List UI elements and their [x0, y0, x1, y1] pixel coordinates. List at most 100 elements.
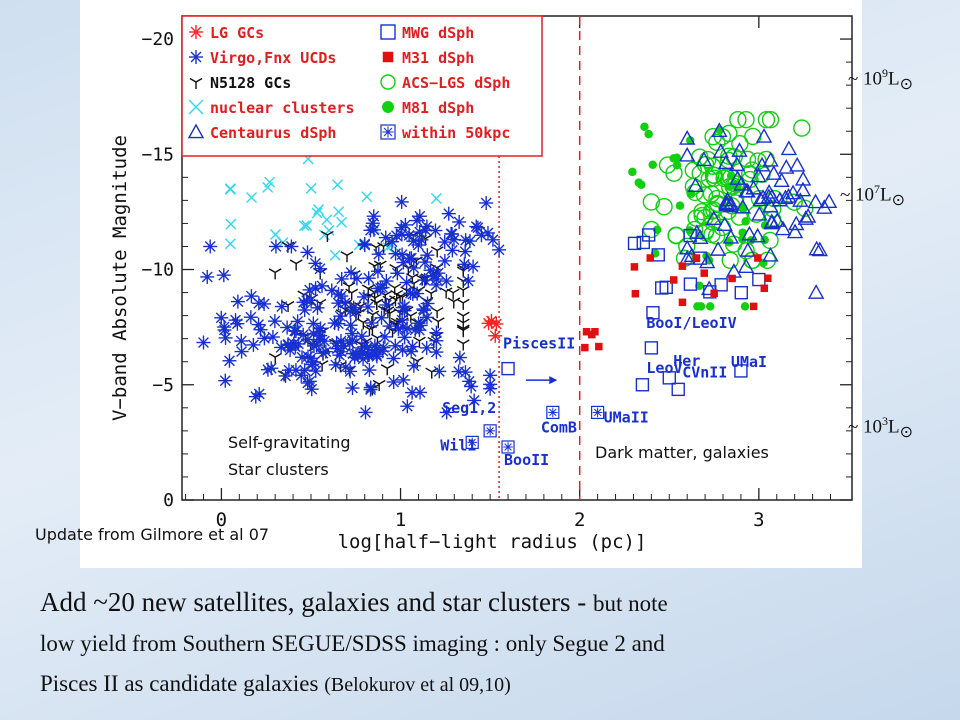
legend-marker — [188, 99, 204, 115]
asterisk-point — [373, 281, 388, 296]
luminosity-marker-1e7: ~ 107L⊙ — [840, 182, 905, 210]
named-point-label: BooII — [504, 451, 549, 469]
x-point — [305, 182, 317, 194]
legend-marker — [380, 24, 396, 40]
asterisk-point — [457, 257, 472, 272]
asterisk-point — [286, 336, 301, 351]
named-point-label: PiscesII — [503, 335, 575, 353]
asterisk-point — [395, 313, 410, 328]
x-point — [361, 191, 373, 203]
x-point — [225, 218, 237, 230]
asterisk-point — [357, 339, 372, 354]
triangle-point — [807, 284, 825, 299]
caption-part-1: Add ~20 new satellites, galaxies and sta… — [40, 587, 593, 617]
square-open-point — [714, 278, 728, 292]
asterisk-point — [452, 214, 467, 229]
triangle-point — [786, 223, 804, 239]
triangle-point — [739, 242, 757, 257]
asterisk-point — [230, 294, 245, 309]
circle-open-point — [721, 251, 739, 270]
circle-open-point — [757, 111, 776, 129]
triangle-point — [755, 128, 773, 143]
named-point-label: Wil1 — [440, 436, 476, 454]
legend-marker — [187, 123, 205, 139]
x-point — [224, 238, 236, 250]
legend-marker — [382, 51, 394, 63]
y-tick-label: 0 — [163, 490, 174, 511]
scatter-chart: 0 1 2 3 −20 −15 −10 −5 0 log[half−light radius (p… — [35, 15, 853, 553]
legend-label: within 50kpc — [402, 124, 510, 142]
asterisk-point — [379, 274, 394, 289]
asterisk-point — [452, 350, 467, 365]
x-point — [329, 249, 341, 261]
asterisk-point — [265, 330, 280, 345]
legend-label: Virgo,Fnx UCDs — [210, 49, 336, 67]
circle-filled-point — [741, 217, 750, 226]
triangle-point — [752, 191, 769, 206]
named-point-marker — [546, 405, 560, 420]
legend-marker — [380, 74, 396, 90]
tri-point — [456, 285, 470, 298]
triangle-point — [794, 170, 812, 186]
named-point-label: Her — [673, 352, 700, 370]
square-open-point — [636, 235, 650, 250]
legend-label: nuclear clusters — [210, 99, 355, 117]
asterisk-point — [278, 368, 293, 383]
triangle-point — [780, 188, 797, 203]
star-point — [488, 328, 503, 343]
arrow-head — [549, 376, 558, 385]
circle-filled-point — [669, 154, 678, 163]
asterisk-point — [492, 242, 507, 257]
named-point-marker — [662, 371, 676, 385]
named-point-label: UMaII — [604, 408, 649, 426]
asterisk-point — [376, 340, 391, 355]
asterisk-point — [445, 227, 460, 242]
asterisk-point — [334, 344, 349, 359]
triangle-point — [698, 253, 716, 269]
asterisk-point — [295, 350, 310, 365]
triangle-point — [816, 199, 833, 214]
x-point — [224, 183, 236, 195]
asterisk-point — [294, 368, 309, 383]
circle-open-point — [761, 111, 780, 129]
triangle-point — [780, 140, 798, 156]
asterisk-point — [419, 340, 434, 355]
asterisk-point — [447, 232, 462, 247]
circle-filled-point — [644, 129, 653, 139]
asterisk-point — [439, 405, 454, 420]
circle-filled-point — [628, 167, 637, 177]
self-gravitating-label: Self-gravitating — [228, 433, 351, 452]
asterisk-point — [300, 375, 315, 390]
asterisk-point — [196, 335, 211, 350]
asterisk-point — [309, 338, 324, 353]
y-tick-label: −20 — [141, 29, 174, 50]
asterisk-point — [423, 263, 438, 278]
tri-point — [456, 339, 470, 351]
asterisk-point — [328, 357, 343, 372]
asterisk-point — [370, 264, 385, 279]
circle-open-point — [642, 193, 661, 211]
caption-part-5: (Belokurov et al 09,10) — [324, 674, 511, 696]
square-open-point — [683, 277, 698, 291]
update-note: Update from Gilmore et al 07 — [35, 525, 269, 544]
legend-box — [181, 15, 543, 157]
circle-open-point — [695, 186, 714, 204]
asterisk-point — [218, 330, 233, 345]
triangle-point — [678, 249, 696, 265]
luminosity-marker-1e9: ~ 109L⊙ — [848, 66, 913, 94]
asterisk-point — [308, 281, 323, 296]
triangle-point — [788, 215, 805, 231]
asterisk-point — [308, 364, 323, 379]
named-point-marker — [671, 382, 685, 397]
asterisk-point — [369, 349, 384, 364]
asterisk-point — [217, 320, 232, 335]
asterisk-point — [361, 271, 376, 286]
square-open-point — [683, 228, 697, 243]
asterisk-point — [386, 351, 401, 366]
asterisk-point — [385, 234, 400, 249]
asterisk-point — [216, 268, 231, 283]
x-point — [311, 207, 323, 219]
triangle-point — [778, 158, 795, 174]
tri-point — [342, 282, 356, 294]
asterisk-point — [395, 247, 410, 262]
